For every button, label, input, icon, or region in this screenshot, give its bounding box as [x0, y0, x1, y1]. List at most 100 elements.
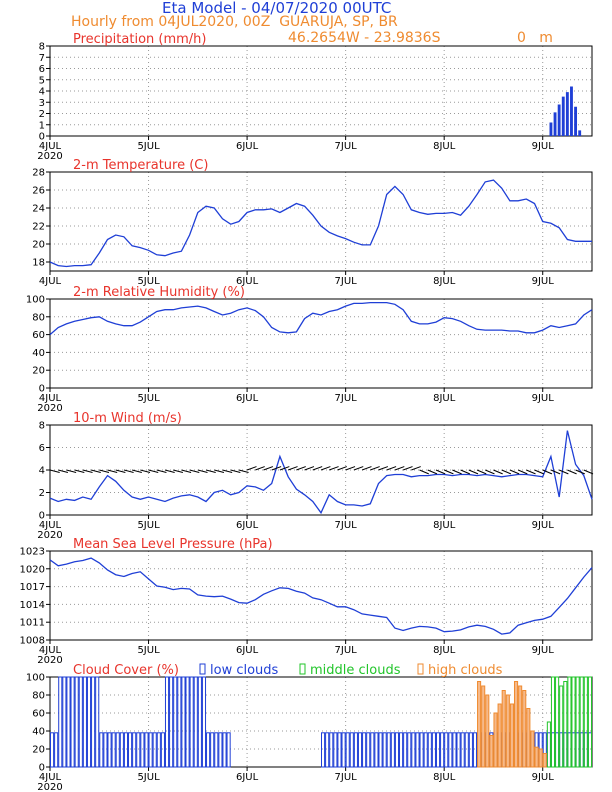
- wind-arrow: [501, 469, 512, 475]
- cloud-bar-low-clouds: [144, 732, 149, 768]
- cloud-legend-swatch: [199, 663, 206, 675]
- cloud-bar-high-clouds: [505, 694, 510, 768]
- mslp-day-label: 4JUL: [39, 645, 62, 656]
- wind-panel: 0 2 4 6 8 4JUL 5JUL 6JUL 7JUL 8JUL 9JUL 2020 10-m Wi…: [37, 411, 594, 541]
- cloud-legend-swatch: [417, 663, 424, 675]
- precip-bar: [557, 104, 561, 136]
- cloud-bar-low-clouds: [111, 732, 116, 768]
- cloud-bar-low-clouds: [337, 732, 342, 768]
- cloud-bar-low-clouds: [214, 732, 219, 768]
- wind-ytick-label: 4: [39, 466, 45, 477]
- mslp-ytick-label: 1011: [20, 618, 45, 629]
- rh-day-label: 6JUL: [236, 393, 259, 404]
- cloud-bar-high-clouds: [538, 748, 543, 768]
- wind-arrow: [550, 469, 561, 475]
- cloud-bar-low-clouds: [349, 732, 354, 768]
- chart-title: Eta Model - 04/07/2020 00UTC: [162, 0, 392, 17]
- wind-arrow: [74, 469, 85, 473]
- wind-arrow: [583, 469, 594, 475]
- precip-frame: [49, 45, 593, 137]
- cloud-ytick-label: 40: [32, 727, 45, 738]
- wind-ytick-label: 8: [39, 421, 45, 432]
- cloud-ytick-label: 80: [32, 691, 45, 702]
- cloud-bar-low-clouds: [70, 676, 75, 768]
- temp-ytick-label: 20: [32, 240, 45, 251]
- cloud-bar-low-clouds: [177, 676, 182, 768]
- wind-ytick-label: 0: [39, 511, 45, 522]
- wind-arrow: [115, 469, 126, 473]
- cloud-bar-low-clouds: [99, 732, 104, 768]
- wind-arrow: [460, 469, 471, 475]
- cloud-bar-low-clouds: [115, 732, 120, 768]
- wind-arrow: [509, 469, 520, 475]
- forecast-run-location: Hourly from 04JUL2020, 00Z GUARUJA, SP, …: [71, 14, 398, 30]
- temp-frame: [49, 171, 593, 272]
- temp-day-label: 5JUL: [137, 276, 160, 287]
- wind-arrow: [485, 469, 495, 475]
- cloud-legend-swatch: [299, 663, 306, 675]
- cloud-bar-low-clouds: [206, 732, 211, 768]
- wind-arrow: [402, 466, 413, 471]
- wind-arrow: [123, 469, 134, 473]
- wind-arrow: [238, 469, 249, 473]
- cloud-day-label: 9JUL: [532, 772, 555, 783]
- precip-day-label: 9JUL: [532, 141, 555, 152]
- cloud-bar-middle-clouds: [555, 676, 560, 768]
- precip-bar: [578, 130, 582, 136]
- cloud-bar-low-clouds: [435, 732, 441, 768]
- cloud-bar-low-clouds: [54, 732, 59, 768]
- wind-arrow: [542, 469, 553, 475]
- cloud-bar-low-clouds: [74, 676, 79, 768]
- wind-arrow: [378, 466, 389, 471]
- cloud-bar-low-clouds: [390, 732, 395, 768]
- cloud-bar-low-clouds: [403, 732, 408, 768]
- cloud-bar-low-clouds: [460, 732, 465, 768]
- cloud-bar-low-clouds: [226, 732, 231, 768]
- wind-arrow: [534, 469, 544, 475]
- wind-arrow: [140, 469, 151, 473]
- cloud-ytick-label: 60: [32, 709, 45, 720]
- cloud-bar-low-clouds: [431, 732, 436, 768]
- cloud-bar-low-clouds: [95, 676, 100, 768]
- cloud-bar-low-clouds: [82, 676, 87, 768]
- precip-bar: [570, 86, 573, 136]
- cloud-bar-high-clouds: [518, 685, 523, 768]
- temp-day-label: 7JUL: [335, 276, 358, 287]
- cloud-bar-high-clouds: [501, 690, 506, 768]
- cloud-bar-low-clouds: [197, 676, 202, 768]
- wind-arrow: [49, 469, 60, 473]
- wind-arrow: [443, 469, 454, 475]
- cloud-bar-low-clouds: [78, 676, 83, 768]
- cloud-bar-low-clouds: [325, 732, 330, 768]
- cloud-bar-high-clouds: [513, 681, 519, 768]
- cloud-bar-middle-clouds: [550, 676, 556, 768]
- cloud-frame: [49, 676, 593, 768]
- wind-arrow: [353, 466, 364, 471]
- precip-ytick-label: 6: [39, 64, 45, 75]
- mslp-ytick-label: 1023: [20, 547, 45, 558]
- cloud-bar-high-clouds: [485, 694, 490, 768]
- cloud-bar-low-clouds: [50, 732, 55, 768]
- temp-title: 2-m Temperature (C): [73, 158, 208, 173]
- cloud-title: Cloud Cover (%): [73, 663, 179, 678]
- rh-ytick-label: 20: [32, 366, 45, 377]
- cloud-bar-high-clouds: [509, 703, 514, 768]
- cloud-bar-low-clouds: [468, 732, 473, 768]
- rh-day-label: 8JUL: [433, 393, 456, 404]
- cloud-day-label: 5JUL: [137, 772, 160, 783]
- location-elevation: 0 m: [517, 30, 553, 46]
- chart-header: Eta Model - 04/07/2020 00UTC Hourly from…: [0, 0, 612, 50]
- cloud-bar-high-clouds: [489, 735, 494, 768]
- cloud-bar-low-clouds: [201, 676, 207, 768]
- cloud-bar-low-clouds: [128, 732, 133, 768]
- cloud-day-label: 7JUL: [335, 772, 358, 783]
- wind-arrow: [575, 469, 585, 475]
- wind-day-label: 6JUL: [236, 520, 259, 531]
- cloud-bar-low-clouds: [378, 732, 383, 768]
- mslp-ytick-label: 1014: [20, 600, 45, 611]
- rh-day-label: 7JUL: [335, 393, 358, 404]
- temp-ytick-label: 26: [32, 186, 45, 197]
- wind-arrow: [107, 469, 118, 473]
- cloud-bar-low-clouds: [472, 732, 478, 768]
